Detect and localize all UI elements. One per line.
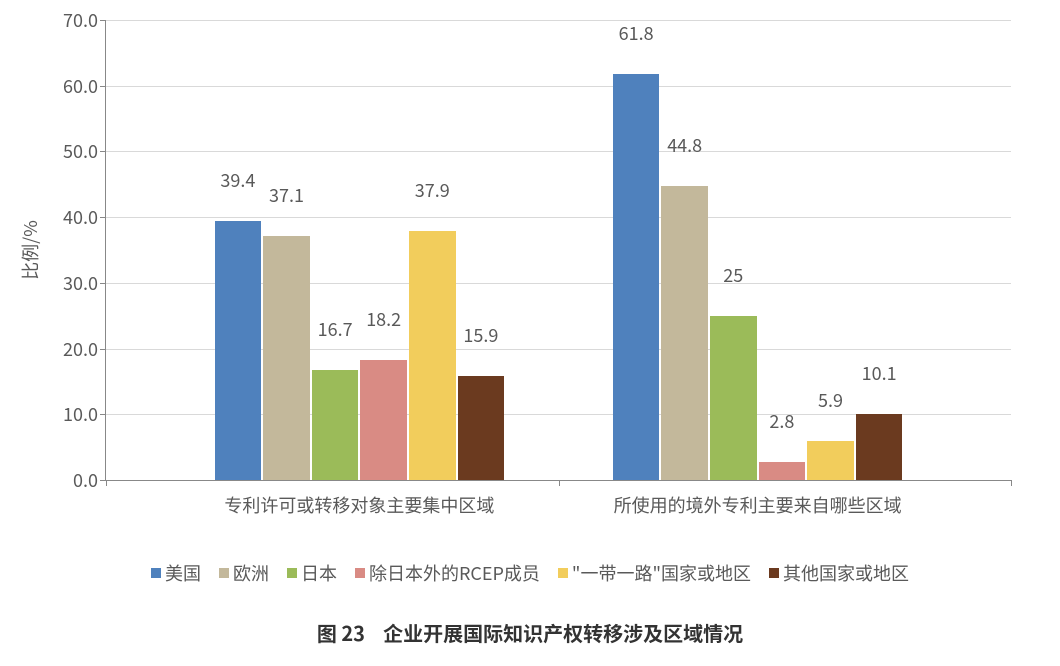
legend-label: 日本 (301, 560, 337, 586)
y-tick-label: 40.0 (63, 204, 106, 230)
y-tick-label: 20.0 (63, 336, 106, 362)
legend-label: 除日本外的RCEP成员 (369, 560, 540, 586)
legend: 美国 欧洲 日本 除日本外的RCEP成员 "一带一路"国家或地区 其他国家或地区 (0, 560, 1060, 586)
y-tick-label: 50.0 (63, 138, 106, 164)
gridline (106, 151, 1011, 152)
bar-value-label: 37.9 (415, 177, 450, 203)
gridline (106, 20, 1011, 21)
x-tick-mark (559, 480, 560, 486)
figure-caption: 图 23 企业开展国际知识产权转移涉及区域情况 (0, 618, 1060, 647)
bar-value-label: 10.1 (862, 360, 897, 386)
gridline (106, 86, 1011, 87)
x-tick-mark (106, 480, 107, 486)
bar (409, 231, 456, 480)
legend-label: "一带一路"国家或地区 (572, 560, 751, 586)
legend-swatch (287, 568, 297, 578)
legend-label: 美国 (165, 560, 201, 586)
y-tick-label: 10.0 (63, 401, 106, 427)
legend-item: 其他国家或地区 (769, 560, 909, 586)
bar (856, 414, 903, 480)
category-label: 所使用的境外专利主要来自哪些区域 (614, 480, 902, 518)
x-tick-mark (1011, 480, 1012, 486)
bar-value-label: 37.1 (269, 182, 304, 208)
legend-item: 日本 (287, 560, 337, 586)
caption-main: 企业开展国际知识产权转移涉及区域情况 (383, 618, 743, 647)
y-axis-title: 比例/% (17, 220, 43, 280)
bar (710, 316, 757, 480)
caption-prefix: 图 23 (317, 618, 365, 647)
bar (312, 370, 359, 480)
legend-swatch (355, 568, 365, 578)
bar-value-label: 16.7 (318, 316, 353, 342)
legend-swatch (151, 568, 161, 578)
bar (263, 236, 310, 480)
bar (759, 462, 806, 480)
legend-item: 除日本外的RCEP成员 (355, 560, 540, 586)
bar (360, 360, 407, 480)
legend-item: 美国 (151, 560, 201, 586)
legend-label: 欧洲 (233, 560, 269, 586)
bar (807, 441, 854, 480)
y-tick-label: 30.0 (63, 270, 106, 296)
legend-swatch (769, 568, 779, 578)
bar (458, 376, 505, 480)
y-tick-label: 70.0 (63, 7, 106, 33)
bar-value-label: 61.8 (619, 20, 654, 46)
legend-item: "一带一路"国家或地区 (558, 560, 751, 586)
y-tick-label: 0.0 (73, 467, 106, 493)
bar-value-label: 18.2 (366, 306, 401, 332)
bar (215, 221, 262, 480)
gridline (106, 217, 1011, 218)
category-label: 专利许可或转移对象主要集中区域 (224, 480, 494, 518)
bar-value-label: 25 (723, 262, 743, 288)
bar (613, 74, 660, 480)
plot-area: 0.010.020.030.040.050.060.070.0专利许可或转移对象… (105, 20, 1011, 481)
bar-value-label: 44.8 (667, 132, 702, 158)
y-tick-label: 60.0 (63, 73, 106, 99)
bar (661, 186, 708, 480)
bar-value-label: 39.4 (220, 167, 255, 193)
bar-value-label: 15.9 (463, 322, 498, 348)
legend-swatch (558, 568, 568, 578)
bar-value-label: 2.8 (769, 408, 794, 434)
chart-container: 0.0 10.0 20.0 30.0 40.0 50.0 60.0 70.0 专利许可或转移对象… (0, 0, 1060, 666)
legend-swatch (219, 568, 229, 578)
legend-item: 欧洲 (219, 560, 269, 586)
legend-label: 其他国家或地区 (783, 560, 909, 586)
bar-value-label: 5.9 (818, 387, 843, 413)
